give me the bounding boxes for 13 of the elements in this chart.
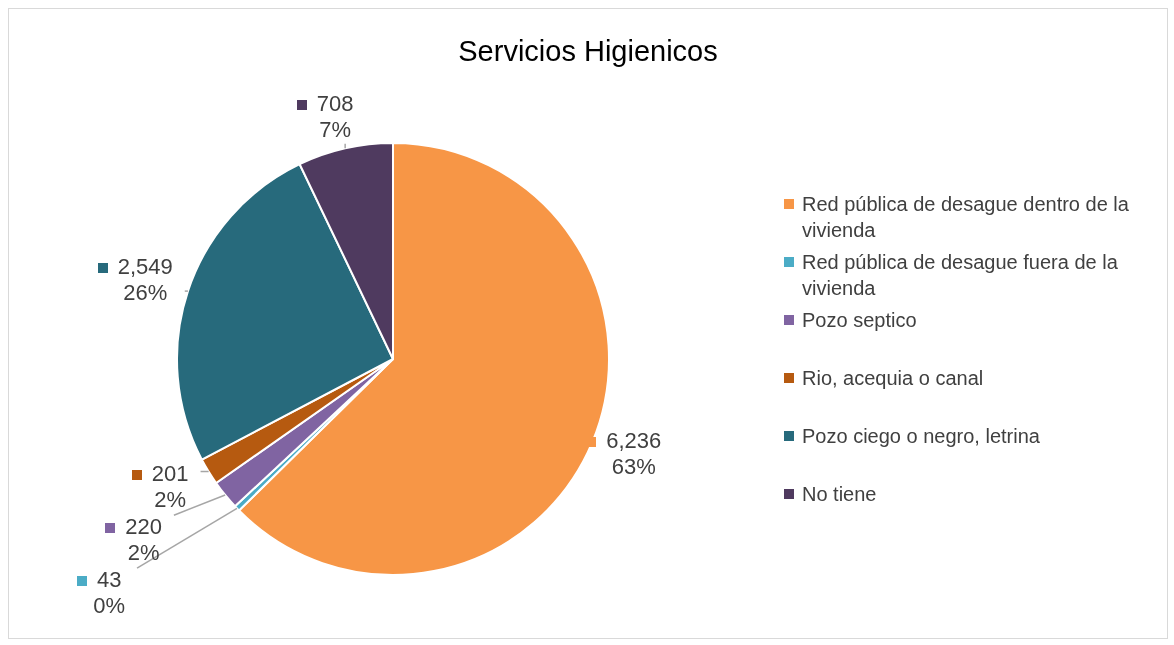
legend-label: Rio, acequia o canal bbox=[802, 366, 984, 391]
data-label: 201 2% bbox=[151, 460, 189, 512]
legend-label: No tiene bbox=[802, 482, 877, 507]
data-label: 43 0% bbox=[93, 567, 126, 619]
legend-label: Red pública de desague dentro de la vivienda bbox=[802, 192, 1129, 243]
legend-label: Red pública de desague fuera de la vivienda bbox=[802, 250, 1119, 301]
chart-title: Servicios Higienicos bbox=[457, 35, 719, 68]
legend-label: Pozo ciego o negro, letrina bbox=[802, 424, 1040, 449]
data-label: 220 2% bbox=[125, 514, 162, 566]
data-label: 708 7% bbox=[316, 90, 354, 142]
data-label: 2,549 26% bbox=[117, 254, 173, 306]
legend-label: Pozo septico bbox=[802, 308, 917, 333]
data-label: 6,236 63% bbox=[606, 427, 662, 479]
